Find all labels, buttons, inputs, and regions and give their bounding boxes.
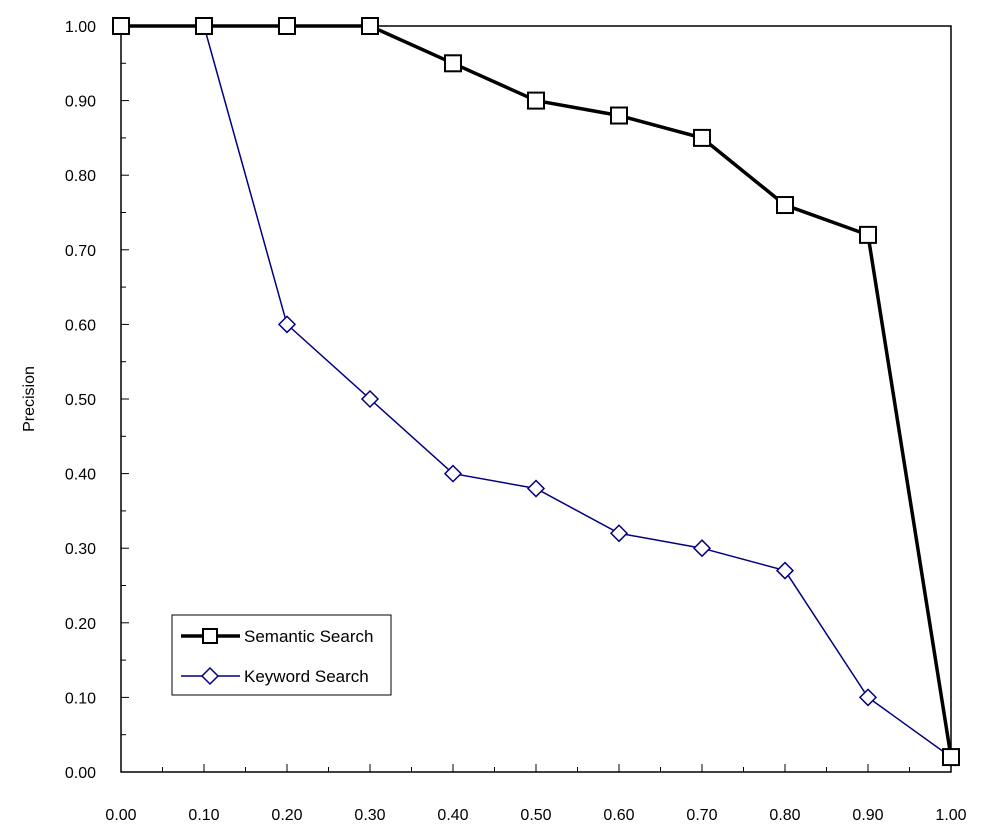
y-tick-label: 0.20 <box>65 616 96 633</box>
data-point-semantic-search <box>610 106 628 125</box>
x-tick-label: 0.80 <box>769 807 800 824</box>
y-tick-label: 0.80 <box>65 168 96 185</box>
legend-item-semantic-search: Semantic Search <box>181 627 373 646</box>
y-tick-label: 0.90 <box>65 94 96 111</box>
data-point-semantic-search <box>278 17 296 35</box>
series-semantic-search <box>112 17 960 767</box>
y-tick-label: 0.40 <box>65 467 96 484</box>
x-tick-label: 0.90 <box>852 807 883 824</box>
data-point-keyword-search <box>443 464 463 483</box>
data-point-keyword-search <box>277 315 297 334</box>
x-tick-label: 0.20 <box>271 807 302 824</box>
diamond-marker-icon <box>200 666 220 686</box>
x-tick-label: 0.10 <box>188 807 219 824</box>
y-tick-label: 0.10 <box>65 690 96 707</box>
x-tick-label: 1.00 <box>935 807 966 824</box>
data-point-semantic-search <box>444 54 462 73</box>
data-point-keyword-search <box>360 389 380 409</box>
y-tick-label: 0.30 <box>65 541 96 558</box>
data-point-semantic-search <box>195 17 213 35</box>
legend-label-keyword-search: Keyword Search <box>244 667 369 686</box>
y-axis-title: Precision <box>21 366 38 432</box>
data-point-semantic-search <box>112 17 130 35</box>
data-point-semantic-search <box>942 748 960 767</box>
data-point-keyword-search <box>858 688 878 707</box>
x-tick-label: 0.70 <box>686 807 717 824</box>
y-axis: 0.00 0.10 0.20 0.30 0.40 0.50 0.60 0.70 0.80 0.90… <box>65 19 129 782</box>
y-tick-label: 0.00 <box>65 765 96 782</box>
x-axis: 0.00 0.10 0.20 0.30 0.40 0.50 0.60 0.70 0.80 0.90… <box>105 764 967 824</box>
data-point-keyword-search <box>692 539 712 558</box>
legend: Semantic Search Keyword Search <box>171 614 392 696</box>
legend-label-semantic-search: Semantic Search <box>244 627 373 646</box>
x-tick-label: 0.30 <box>354 807 385 824</box>
series-layer <box>111 16 961 767</box>
y-tick-label: 1.00 <box>65 19 96 36</box>
y-tick-label: 0.50 <box>65 392 96 409</box>
x-tick-label: 0.60 <box>603 807 634 824</box>
data-point-semantic-search <box>527 91 545 110</box>
data-point-keyword-search <box>526 479 546 498</box>
x-tick-label: 0.50 <box>520 807 551 824</box>
y-tick-label: 0.60 <box>65 317 96 334</box>
data-point-keyword-search <box>775 561 795 580</box>
data-point-semantic-search <box>693 128 711 147</box>
x-tick-label: 0.40 <box>437 807 468 824</box>
data-point-semantic-search <box>859 225 877 244</box>
data-point-keyword-search <box>609 524 629 543</box>
data-point-semantic-search <box>361 17 379 35</box>
data-point-semantic-search <box>776 196 794 215</box>
x-tick-label: 0.00 <box>105 807 136 824</box>
legend-item-keyword-search: Keyword Search <box>181 666 369 686</box>
square-marker-icon <box>202 628 218 644</box>
y-tick-label: 0.70 <box>65 243 96 260</box>
